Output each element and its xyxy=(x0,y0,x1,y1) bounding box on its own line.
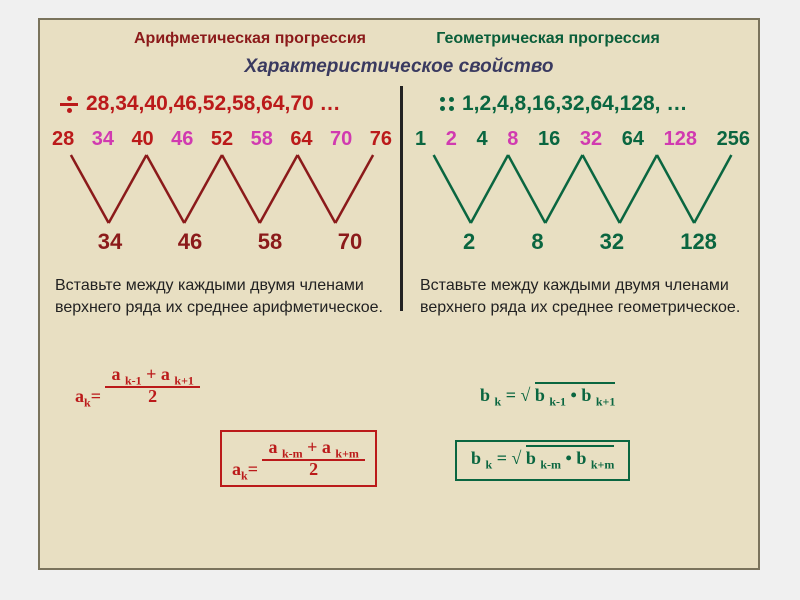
number-top: 8 xyxy=(507,128,518,151)
geom-seq-text: 1,2,4,8,16,32,64,128, … xyxy=(462,92,687,116)
heading-geometric: Геометрическая прогрессия xyxy=(388,30,708,48)
number-bottom: 128 xyxy=(680,229,717,255)
number-top: 4 xyxy=(477,128,488,151)
vertical-divider xyxy=(400,86,403,311)
subtitle: Характеристическое свойство xyxy=(40,56,758,78)
number-bottom: 8 xyxy=(531,229,543,255)
number-bottom: 46 xyxy=(178,229,202,255)
number-bottom: 32 xyxy=(600,229,624,255)
number-top: 34 xyxy=(92,128,114,151)
number-bottom: 34 xyxy=(98,229,122,255)
number-top: 58 xyxy=(251,128,273,151)
number-top: 40 xyxy=(131,128,153,151)
division-icon xyxy=(60,96,78,113)
number-top: 70 xyxy=(330,128,352,151)
number-top: 16 xyxy=(538,128,560,151)
formula-lhs: a xyxy=(75,386,84,406)
arith-zigzag-diagram: 28 34 40 46 52 58 64 70 76 34 46 58 70 xyxy=(52,128,392,263)
number-top: 32 xyxy=(580,128,602,151)
arith-seq-text: 28,34,40,46,52,58,64,70 … xyxy=(86,92,341,116)
arith-formula-1: ak= a k-1 + a k+1 2 xyxy=(75,365,200,406)
number-top: 76 xyxy=(370,128,392,151)
arith-sequence-header: 28,34,40,46,52,58,64,70 … xyxy=(60,92,341,116)
geom-formula-2-box: b k = √ b k-m • b k+m xyxy=(455,440,630,481)
geom-formula-1: b k = √ b k-1 • b k+1 xyxy=(480,385,615,410)
geom-sequence-header: 1,2,4,8,16,32,64,128, … xyxy=(440,92,687,116)
number-top: 64 xyxy=(290,128,312,151)
number-top: 64 xyxy=(622,128,644,151)
number-top: 52 xyxy=(211,128,233,151)
geom-zigzag-diagram: 1248163264128256 2832128 xyxy=(415,128,750,263)
number-top: 28 xyxy=(52,128,74,151)
number-top: 46 xyxy=(171,128,193,151)
heading-arithmetic: Арифметическая прогрессия xyxy=(90,30,410,48)
arith-formula-2-box: ak= a k-m + a k+m 2 xyxy=(220,430,377,487)
arith-instruction: Вставьте между каждыми двумя членами вер… xyxy=(55,275,385,318)
number-bottom: 58 xyxy=(258,229,282,255)
double-dots-icon xyxy=(440,97,454,111)
number-bottom: 2 xyxy=(463,229,475,255)
number-top: 128 xyxy=(664,128,697,151)
number-top: 2 xyxy=(446,128,457,151)
number-top: 256 xyxy=(717,128,750,151)
geom-instruction: Вставьте между каждыми двумя членами вер… xyxy=(420,275,745,318)
slide-frame: Арифметическая прогрессия Геометрическая… xyxy=(38,18,760,570)
number-top: 1 xyxy=(415,128,426,151)
number-bottom: 70 xyxy=(338,229,362,255)
